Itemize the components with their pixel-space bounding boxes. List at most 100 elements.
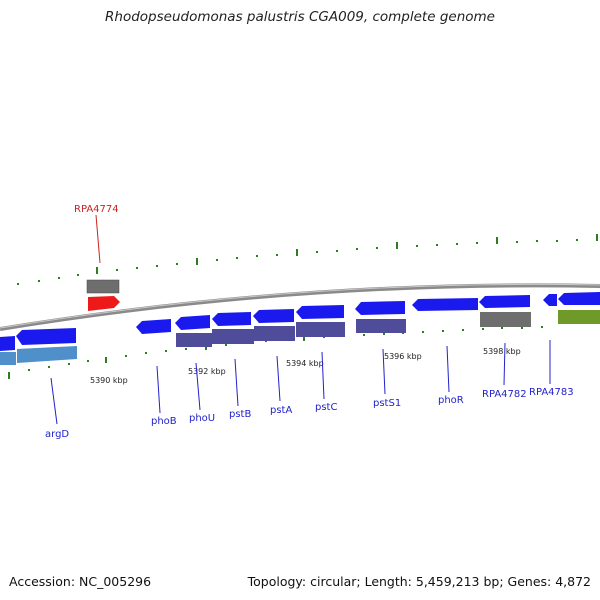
tick (521, 327, 523, 329)
tick (462, 329, 464, 331)
cds-pstA-box[interactable] (254, 326, 295, 341)
label-pstB[interactable]: pstB (229, 409, 251, 420)
accession-label: Accession: NC_005296 (9, 574, 152, 589)
tick (436, 244, 438, 246)
cds-pstB-box[interactable] (212, 329, 254, 344)
tick (116, 269, 118, 271)
cds-pstS1-box[interactable] (356, 319, 406, 333)
cds-argD-left-box[interactable] (0, 352, 16, 365)
label-RPA4782[interactable]: RPA4782 (482, 389, 527, 400)
tick (336, 250, 338, 252)
leader-RPA4774 (95, 214, 101, 264)
leader-phoB (156, 365, 161, 414)
tick-label-5396: 5396 kbp (384, 352, 422, 361)
gene-phoB-arrow[interactable] (136, 319, 171, 334)
tick (456, 243, 458, 245)
gene-phoU-arrow[interactable] (175, 315, 210, 330)
tick (58, 277, 60, 279)
gene-labels: argD phoB phoU pstB pstA pstC pstS1 phoR… (45, 204, 574, 440)
tick (496, 237, 498, 244)
tick (105, 357, 107, 363)
tick-label-5392: 5392 kbp (188, 367, 226, 376)
gene-RPA4774-gray-box[interactable] (86, 279, 120, 294)
tick (596, 234, 598, 241)
tick (77, 274, 79, 276)
gene-argD-arrow[interactable] (16, 328, 76, 345)
tick (303, 335, 305, 341)
gene-RPA4774-red-arrow[interactable] (88, 296, 120, 311)
tick (296, 249, 298, 256)
tick (216, 259, 218, 261)
tick (541, 326, 543, 328)
cds-phoU-box[interactable] (176, 333, 212, 347)
tick (136, 267, 138, 269)
tick (276, 254, 278, 256)
label-phoB[interactable]: phoB (151, 416, 177, 427)
tick (145, 352, 147, 354)
cds-RPA4782-gray-box[interactable] (480, 312, 531, 327)
leader-lines (50, 214, 551, 425)
tick (422, 331, 424, 333)
tick-label-5398: 5398 kbp (483, 347, 521, 356)
gene-phoR-arrow[interactable] (412, 298, 478, 311)
forward-genes (86, 279, 120, 311)
inner-tick-track (8, 323, 543, 379)
tick (556, 240, 558, 242)
tick (516, 241, 518, 243)
tick (156, 265, 158, 267)
tick (165, 350, 167, 352)
outer-tick-track (17, 234, 598, 285)
label-argD[interactable]: argD (45, 429, 69, 440)
genome-summary: Topology: circular; Length: 5,459,213 bp… (247, 574, 591, 589)
tick (316, 251, 318, 253)
cds-pstC-box[interactable] (296, 322, 345, 337)
tick-labels: 5390 kbp 5392 kbp 5394 kbp 5396 kbp 5398… (90, 347, 521, 385)
label-pstS1[interactable]: pstS1 (373, 398, 401, 409)
gene-pstC-arrow[interactable] (296, 305, 344, 319)
tick (236, 257, 238, 259)
leader-argD (50, 377, 58, 425)
cds-RPA4783-olive-box[interactable] (558, 310, 600, 324)
gene-RPA4783-small-arrow[interactable] (543, 294, 557, 306)
gene-pstS1-arrow[interactable] (355, 301, 405, 315)
label-phoR[interactable]: phoR (438, 395, 464, 406)
tick (256, 255, 258, 257)
tick (376, 247, 378, 249)
tick (396, 242, 398, 249)
gene-pstB-arrow[interactable] (212, 312, 251, 326)
label-RPA4774[interactable]: RPA4774 (74, 204, 119, 215)
leader-phoU (195, 362, 201, 411)
tick-label-5390: 5390 kbp (90, 376, 128, 385)
tick (96, 267, 98, 274)
tick (442, 330, 444, 332)
cds-argD-box[interactable] (17, 346, 77, 363)
tick (17, 283, 19, 285)
tick (8, 372, 10, 379)
tick (68, 363, 70, 365)
tick (383, 333, 385, 335)
label-phoU[interactable]: phoU (189, 413, 215, 424)
tick (176, 263, 178, 265)
genome-backbone-highlight (0, 283, 600, 329)
leader-pstC (321, 351, 325, 400)
gene-RPA4782-arrow[interactable] (479, 295, 530, 308)
leader-pstS1 (382, 348, 386, 395)
label-RPA4783[interactable]: RPA4783 (529, 387, 574, 398)
tick (87, 360, 89, 362)
leader-RPA4782 (503, 342, 506, 386)
map-title: Rhodopseudomonas palustris CGA009, compl… (105, 9, 495, 25)
label-pstA[interactable]: pstA (270, 405, 292, 416)
tick (225, 344, 227, 346)
leader-pstA (276, 355, 281, 402)
gene-pstA-arrow[interactable] (253, 309, 294, 323)
tick (536, 240, 538, 242)
tick (482, 328, 484, 330)
tick (363, 334, 365, 336)
gene-argD-left-arrow[interactable] (0, 336, 15, 351)
tick (416, 245, 418, 247)
tick (196, 258, 198, 265)
gene-RPA4783-arrow[interactable] (558, 292, 600, 305)
tick (576, 239, 578, 241)
label-pstC[interactable]: pstC (315, 402, 337, 413)
